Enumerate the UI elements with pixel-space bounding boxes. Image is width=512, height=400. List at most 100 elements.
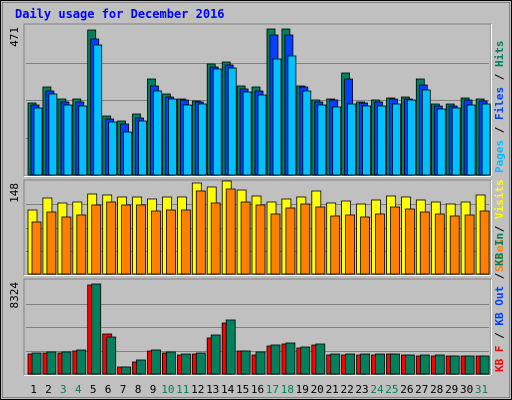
x-label-day-7: 7 [120, 383, 127, 396]
bar-bottom-kb-in-day-22 [345, 353, 356, 375]
bar-middle-sites-day-1 [31, 221, 42, 275]
x-label-day-13: 13 [206, 383, 219, 396]
legend-sites: Sites [493, 239, 506, 272]
bar-top-pages-day-2 [48, 93, 58, 176]
bar-bottom-kb-in-day-16 [255, 351, 266, 375]
bar-bottom-kb-in-day-24 [375, 353, 385, 375]
bar-middle-sites-day-6 [106, 201, 117, 275]
x-label-day-2: 2 [45, 383, 52, 396]
x-label-day-24: 24 [370, 383, 384, 396]
x-label-day-25: 25 [385, 383, 398, 396]
x-label-day-19: 19 [296, 383, 309, 396]
bar-top-pages-day-17 [272, 58, 282, 176]
bar-middle-sites-day-25 [390, 206, 400, 275]
legends: Pages / Files / Hits Sites / Visits KB F /… [493, 41, 506, 373]
bar-middle-sites-day-19 [300, 203, 311, 275]
x-label-day-15: 15 [236, 383, 249, 396]
bar-bottom-kb-in-day-6 [106, 336, 117, 375]
bar-middle-sites-day-16 [255, 204, 266, 275]
bar-top-pages-day-27 [421, 89, 431, 176]
x-label-day-5: 5 [90, 383, 97, 396]
bar-middle-sites-day-12 [195, 190, 206, 275]
bar-middle-sites-day-9 [151, 210, 161, 275]
x-label-day-14: 14 [221, 383, 235, 396]
bar-top-pages-day-21 [332, 106, 342, 176]
legend-separator: / [493, 266, 506, 286]
bar-middle-sites-day-28 [434, 213, 445, 275]
bar-middle-sites-day-17 [270, 213, 281, 275]
bar-bottom-kb-in-day-3 [61, 351, 72, 375]
bar-bottom-kb-in-day-9 [151, 349, 161, 375]
bar-top-pages-day-7 [123, 131, 132, 176]
bar-middle-sites-day-18 [285, 207, 296, 275]
middle-y-max-label: 148 [8, 183, 21, 203]
legend-visits: Visits [493, 179, 506, 219]
x-label-day-4: 4 [75, 383, 82, 396]
bar-top-pages-day-1 [33, 107, 43, 176]
bar-middle-sites-day-8 [136, 204, 146, 275]
bar-middle-sites-day-4 [76, 214, 87, 275]
top-legend: Pages / Files / Hits [493, 41, 506, 174]
bar-bottom-kb-in-day-30 [464, 355, 475, 375]
bar-top-pages-day-31 [481, 103, 491, 176]
bar-middle-sites-day-27 [419, 211, 430, 275]
bar-bottom-kb-in-day-17 [270, 344, 281, 375]
x-label-day-27: 27 [415, 383, 428, 396]
bar-top-pages-day-11 [182, 104, 192, 176]
bar-bottom-kb-in-day-1 [31, 352, 42, 375]
bottom-y-max-label: 8324 [8, 282, 21, 309]
bar-bottom-kb-in-day-19 [300, 346, 311, 375]
y-axis-max-labels: 471 148 8324 [8, 27, 21, 309]
bar-top-pages-day-22 [347, 103, 357, 176]
bar-top-pages-day-9 [153, 90, 162, 176]
x-label-day-3: 3 [60, 383, 67, 396]
bar-bottom-kb-in-day-31 [479, 355, 490, 375]
bar-middle-sites-day-22 [345, 214, 356, 275]
legend-separator: / [493, 326, 506, 346]
bar-middle-sites-day-21 [330, 215, 341, 275]
bar-bottom-kb-in-day-23 [360, 353, 371, 375]
bar-top-pages-day-3 [63, 104, 73, 176]
bar-bottom-kb-in-day-8 [136, 359, 146, 375]
legend-separator: / [493, 219, 506, 239]
top-y-max-label: 471 [8, 27, 21, 47]
bar-middle-sites-day-31 [479, 210, 490, 275]
bar-top-pages-day-24 [377, 105, 386, 176]
bar-top-pages-day-15 [242, 91, 252, 176]
bar-top-pages-day-6 [108, 121, 118, 176]
bar-bottom-kb-in-day-25 [390, 353, 400, 375]
bar-middle-sites-day-3 [61, 216, 72, 275]
x-label-day-11: 11 [176, 383, 189, 396]
bar-bottom-kb-in-day-21 [330, 353, 341, 375]
bar-top-pages-day-23 [362, 105, 372, 176]
legend-kbout: KB Out [493, 286, 506, 326]
bar-top-pages-day-14 [227, 67, 237, 176]
x-label-day-8: 8 [135, 383, 142, 396]
bar-bottom-kb-in-day-4 [76, 349, 87, 375]
legend-kbf: KB F [493, 346, 506, 373]
bar-bottom-kb-in-day-5 [91, 283, 102, 375]
bar-middle-sites-day-20 [315, 206, 326, 275]
chart-panels [23, 23, 492, 376]
x-label-day-29: 29 [445, 383, 458, 396]
bar-bottom-kb-in-day-20 [315, 343, 326, 375]
x-label-day-31: 31 [475, 383, 488, 396]
legend-files: Files [493, 87, 506, 120]
bar-middle-sites-day-7 [121, 204, 131, 275]
bar-top-pages-day-29 [451, 107, 461, 176]
bar-top-pages-day-19 [302, 90, 312, 176]
legend-hits: Hits [493, 41, 506, 68]
bar-middle-sites-day-30 [464, 214, 475, 275]
x-label-day-6: 6 [105, 383, 112, 396]
bar-top-pages-day-30 [466, 104, 476, 176]
bar-top-pages-day-25 [392, 103, 401, 176]
bar-top-pages-day-13 [212, 68, 222, 176]
x-label-day-17: 17 [266, 383, 279, 396]
x-label-day-28: 28 [430, 383, 443, 396]
bar-bottom-kb-in-day-29 [449, 355, 460, 375]
x-label-day-9: 9 [150, 383, 157, 396]
x-label-day-10: 10 [161, 383, 174, 396]
x-label-day-22: 22 [340, 383, 353, 396]
